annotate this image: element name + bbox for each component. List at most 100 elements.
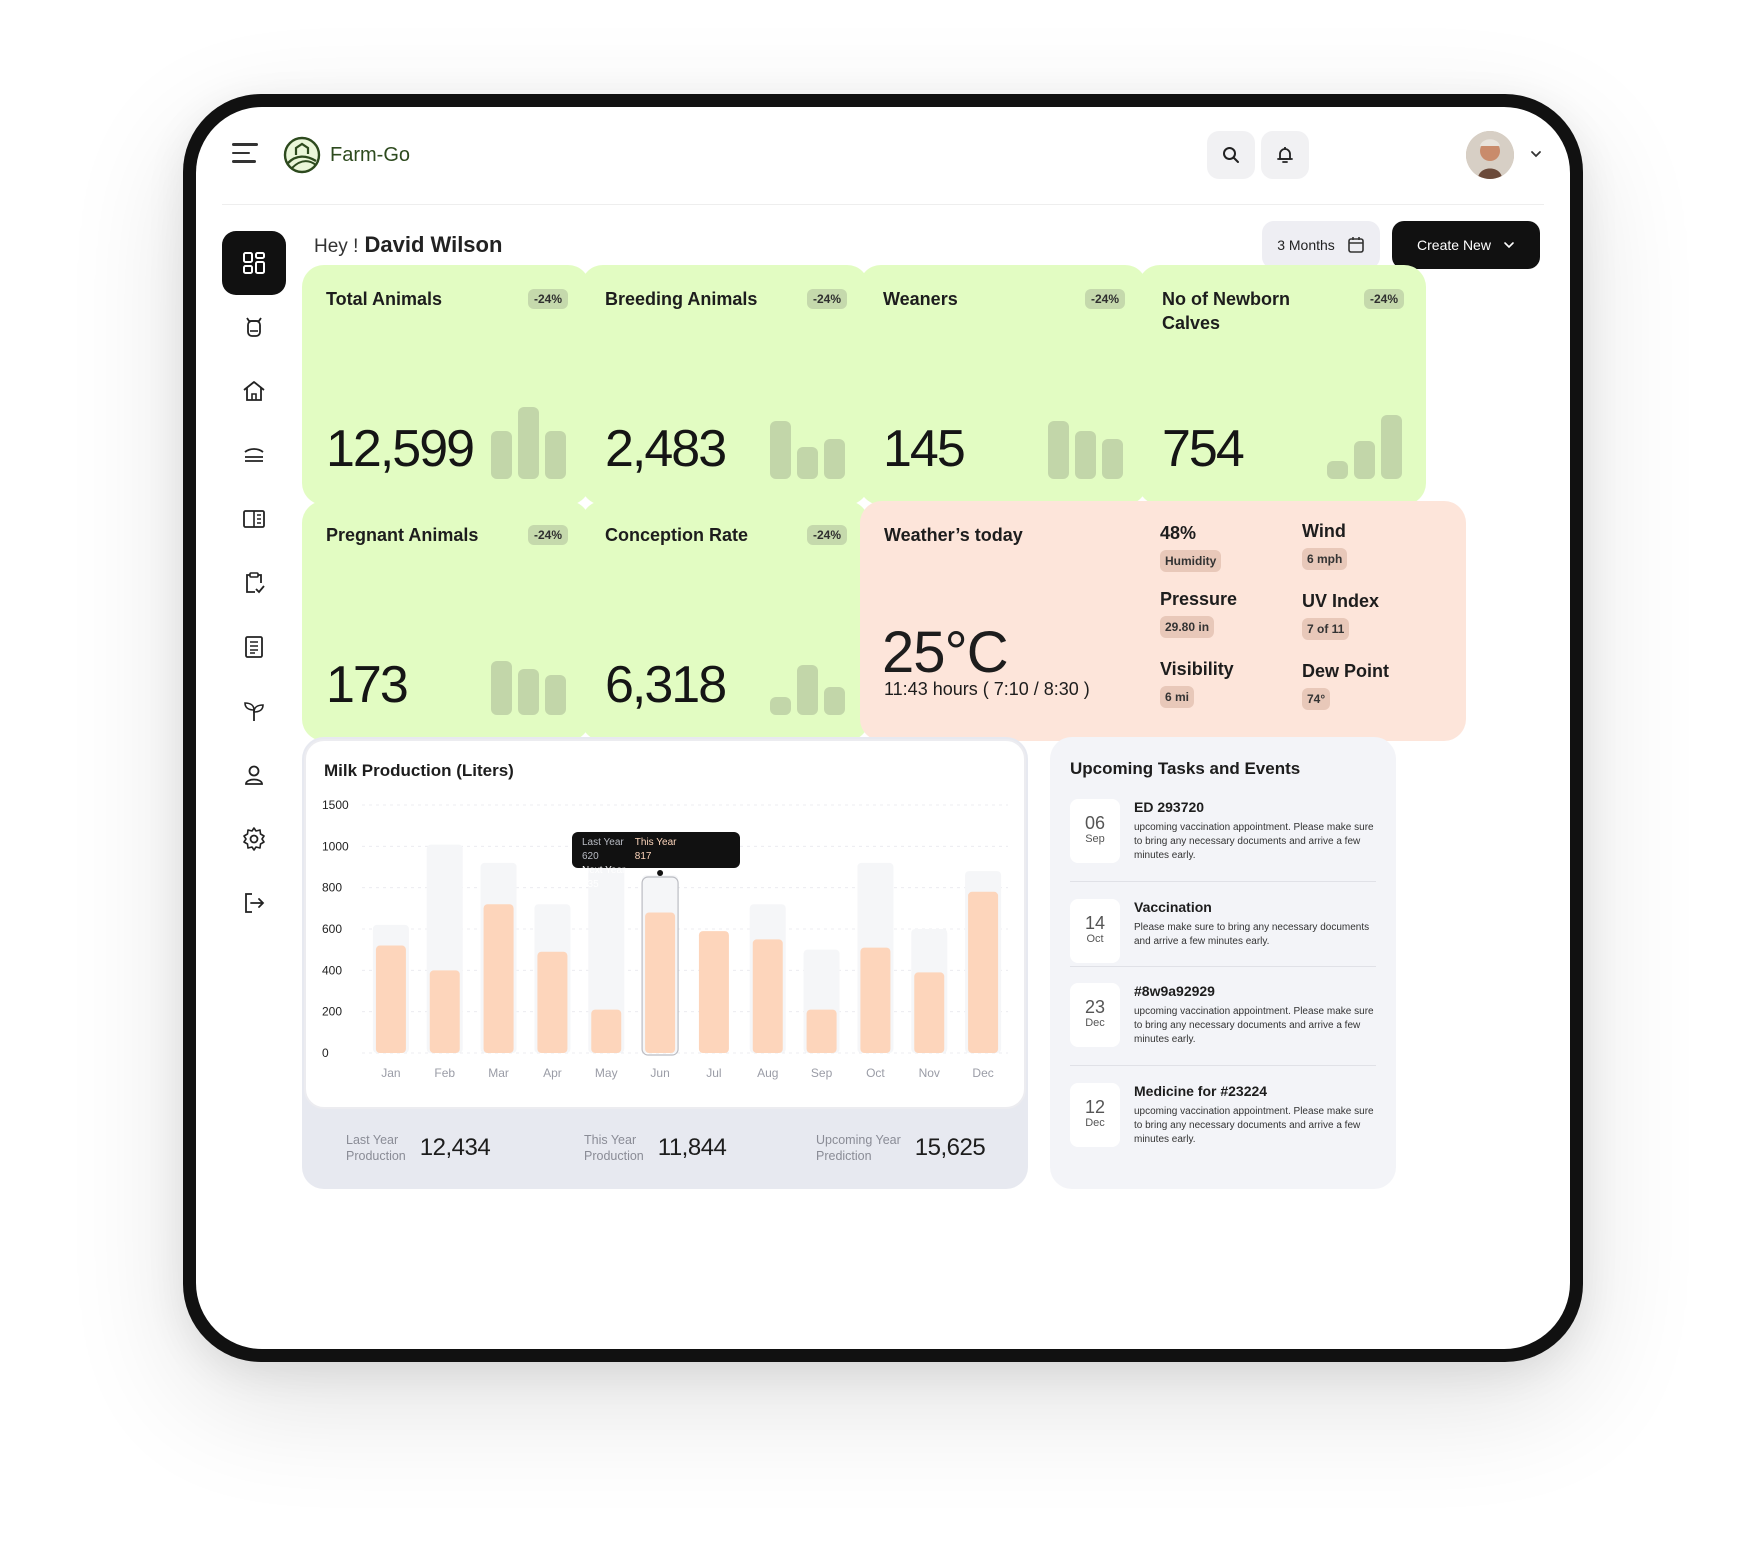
weather-title: Weather’s today bbox=[884, 525, 1023, 545]
task-description: upcoming vaccination appointment. Please… bbox=[1134, 1106, 1374, 1145]
sidebar-item-farm[interactable] bbox=[222, 359, 286, 423]
sidebar-item-reports[interactable] bbox=[222, 615, 286, 679]
bar-this-year bbox=[375, 945, 406, 1053]
stat-card-pregnant-animals[interactable]: Pregnant Animals -24% 173 bbox=[302, 501, 590, 741]
stat-value: 173 bbox=[326, 656, 409, 714]
sidebar-item-tasks[interactable] bbox=[222, 551, 286, 615]
stat-card-breeding-animals[interactable]: Breeding Animals -24% 2,483 bbox=[581, 265, 869, 505]
bar-this-year bbox=[752, 939, 783, 1053]
stat-title: Total Animals bbox=[326, 289, 443, 309]
period-selector[interactable]: 3 Months bbox=[1262, 221, 1380, 269]
weather-humidity: 48% Humidity bbox=[1160, 523, 1222, 572]
task-divider bbox=[1070, 881, 1376, 882]
notifications-button[interactable] bbox=[1261, 131, 1309, 179]
weather-card: Weather’s today 25°C 11:43 hours ( 7:10 … bbox=[860, 501, 1466, 741]
tooltip-header: This Year bbox=[634, 837, 677, 848]
task-date: 12 Dec bbox=[1070, 1083, 1120, 1147]
summary-upcoming-year: Upcoming Year Prediction 15,625 bbox=[816, 1132, 986, 1164]
tooltip-anchor bbox=[657, 870, 664, 876]
task-day: 06 bbox=[1084, 813, 1106, 833]
stat-badge: -24% bbox=[806, 289, 847, 309]
x-tick-label: Jan bbox=[381, 1066, 400, 1080]
stat-badge: -24% bbox=[527, 525, 568, 545]
task-day: 14 bbox=[1084, 913, 1106, 933]
device-frame: Farm-Go bbox=[183, 94, 1583, 1362]
task-month: Oct bbox=[1086, 933, 1104, 945]
summary-value: 11,844 bbox=[657, 1134, 727, 1161]
task-day: 23 bbox=[1084, 997, 1106, 1017]
task-info: #8w9a92929 upcoming vaccination appointm… bbox=[1134, 983, 1376, 1047]
task-title: ED 293720 bbox=[1134, 799, 1205, 815]
tooltip-value: 935 bbox=[582, 879, 599, 890]
task-month: Dec bbox=[1085, 1117, 1105, 1129]
bar-last-year bbox=[588, 832, 625, 1053]
mini-bar-chart bbox=[1048, 401, 1123, 479]
report-icon bbox=[245, 636, 263, 658]
stat-badge: -24% bbox=[1084, 289, 1125, 309]
sidebar-item-crops[interactable] bbox=[222, 679, 286, 743]
y-tick-label: 1000 bbox=[322, 839, 349, 853]
weather-visibility: Visibility 6 mi bbox=[1160, 659, 1234, 708]
summary-label-line: Production bbox=[346, 1149, 406, 1163]
greeting: Hey ! David Wilson bbox=[314, 232, 502, 258]
stat-card-total-animals[interactable]: Total Animals -24% 12,599 bbox=[302, 265, 590, 505]
bar-chart: 1500 1000 800 600 400 200 0 Jan Feb Mar Apr May Jun J… bbox=[322, 798, 1008, 1080]
task-description: upcoming vaccination appointment. Please… bbox=[1134, 822, 1374, 861]
sidebar-item-logout[interactable] bbox=[222, 871, 286, 935]
y-tick-label: 200 bbox=[322, 1005, 342, 1019]
task-info: Vaccination Please make sure to bring an… bbox=[1134, 899, 1376, 949]
sidebar-item-profile[interactable] bbox=[222, 743, 286, 807]
stat-card-newborn-calves[interactable]: No of Newborn Calves -24% 754 bbox=[1138, 265, 1426, 505]
tooltip-last-year: Last Year 620 bbox=[582, 836, 632, 864]
logout-icon bbox=[245, 893, 265, 913]
top-bar: Farm-Go bbox=[196, 107, 1570, 205]
avatar[interactable] bbox=[1466, 131, 1514, 179]
search-button[interactable] bbox=[1207, 131, 1255, 179]
bar-this-year bbox=[429, 970, 460, 1053]
weather-daylight-hours: 11:43 hours ( 7:10 / 8:30 ) bbox=[884, 679, 1090, 699]
summary-label-line: Upcoming Year bbox=[816, 1133, 901, 1147]
mini-bar-chart bbox=[770, 637, 845, 715]
sidebar-item-settings[interactable] bbox=[222, 807, 286, 871]
sidebar-item-dashboard[interactable] bbox=[222, 231, 286, 295]
sidebar-item-fields[interactable] bbox=[222, 423, 286, 487]
pressure-label: Pressure bbox=[1160, 589, 1238, 609]
summary-this-year: This Year Production 11,844 bbox=[584, 1132, 727, 1164]
chevron-down-icon[interactable] bbox=[1529, 147, 1543, 161]
settings-icon bbox=[243, 827, 265, 851]
visibility-value: 6 mi bbox=[1160, 686, 1195, 708]
search-icon bbox=[1223, 147, 1239, 163]
mini-bar-chart bbox=[491, 637, 566, 715]
sidebar-nav bbox=[222, 231, 286, 935]
sidebar-item-animals[interactable] bbox=[222, 295, 286, 359]
bar-this-year bbox=[806, 1009, 837, 1053]
summary-last-year: Last Year Production 12,434 bbox=[346, 1132, 491, 1164]
task-month: Sep bbox=[1085, 833, 1105, 845]
stat-card-conception-rate[interactable]: Conception Rate -24% 6,318 bbox=[581, 501, 869, 741]
weather-temperature: 25°C bbox=[882, 620, 1009, 685]
milk-production-panel: Milk Production (Liters) 1500 1000 800 600 4… bbox=[302, 737, 1028, 1189]
dashboard-icon bbox=[243, 252, 265, 274]
task-date: 14 Oct bbox=[1070, 899, 1120, 963]
task-info: Medicine for #23224 upcoming vaccination… bbox=[1134, 1083, 1376, 1147]
clipboard-check-icon bbox=[246, 572, 265, 594]
task-title: #8w9a92929 bbox=[1134, 983, 1215, 999]
summary-label-line: Prediction bbox=[816, 1149, 872, 1163]
stat-card-weaners[interactable]: Weaners -24% 145 bbox=[859, 265, 1147, 505]
bar-this-year bbox=[645, 912, 676, 1053]
task-divider bbox=[1070, 1065, 1376, 1066]
create-new-button[interactable]: Create New bbox=[1392, 221, 1540, 269]
x-tick-label: Apr bbox=[543, 1066, 562, 1080]
stat-title: Breeding Animals bbox=[605, 289, 758, 309]
x-tick-label: Aug bbox=[757, 1066, 778, 1080]
y-tick-label: 0 bbox=[322, 1046, 329, 1060]
bar-this-year bbox=[968, 891, 999, 1053]
app-logo[interactable]: Farm-Go bbox=[282, 135, 410, 175]
hamburger-icon[interactable] bbox=[232, 143, 258, 167]
tooltip-this-year: This Year 817 bbox=[635, 836, 685, 864]
summary-value: 12,434 bbox=[419, 1134, 491, 1161]
header-divider bbox=[222, 204, 1544, 205]
tooltip-header: Last Year bbox=[582, 837, 624, 848]
sidebar-item-records[interactable] bbox=[222, 487, 286, 551]
stat-title: Pregnant Animals bbox=[326, 525, 479, 545]
